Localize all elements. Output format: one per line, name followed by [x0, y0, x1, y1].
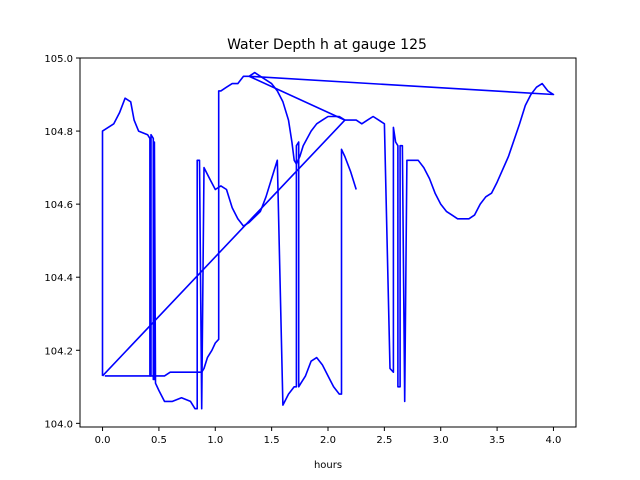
- y-tick-label: 105.0: [44, 54, 73, 65]
- x-tick-label: 3.5: [489, 435, 505, 446]
- series-line-segment-3: [248, 75, 555, 403]
- y-tick-label: 104.0: [44, 419, 73, 430]
- x-tick-label: 4.0: [546, 435, 562, 446]
- x-tick-label: 1.5: [264, 435, 280, 446]
- chart-title: Water Depth h at gauge 125: [227, 37, 427, 53]
- y-tick-label: 104.4: [44, 273, 73, 284]
- x-tick-label: 0.5: [151, 435, 167, 446]
- series-group: [101, 71, 555, 410]
- x-tick-label: 2.0: [320, 435, 336, 446]
- y-tick-label: 104.2: [44, 346, 73, 357]
- x-tick-label: 1.0: [207, 435, 223, 446]
- series-line-segment-1: [101, 97, 357, 410]
- x-tick-label: 2.5: [376, 435, 392, 446]
- series-line-segment-2: [101, 71, 346, 377]
- x-axis-ticks: 0.0 0.5 1.0 1.5 2.0 2.5 3.0 3.5 4.0: [95, 427, 562, 446]
- y-tick-label: 104.8: [44, 127, 73, 138]
- plot-frame: [79, 57, 577, 428]
- x-tick-label: 3.0: [433, 435, 449, 446]
- x-axis-label: hours: [314, 460, 342, 471]
- x-tick-label: 0.0: [95, 435, 111, 446]
- y-tick-label: 104.6: [44, 200, 73, 211]
- y-axis-ticks: 104.0 104.2 104.4 104.6 104.8 105.0: [44, 54, 80, 430]
